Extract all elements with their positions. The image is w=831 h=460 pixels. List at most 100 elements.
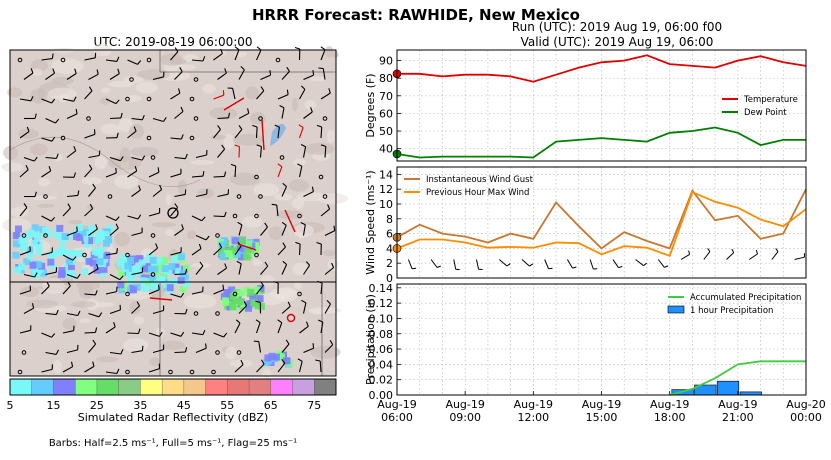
wind-barb-tick <box>141 155 146 161</box>
time-wind-barb <box>726 252 735 260</box>
wind-barb-tick <box>74 68 77 74</box>
radar-cell <box>126 269 134 277</box>
terrain-patch <box>252 259 263 267</box>
terrain-patch <box>133 316 145 325</box>
radar-cell <box>183 280 191 288</box>
calm-marker <box>168 369 173 375</box>
colorbar-swatch <box>161 378 185 396</box>
wind-barb <box>299 89 306 100</box>
calm-marker <box>21 233 27 238</box>
time-wind-barb <box>453 259 457 270</box>
wind-barb <box>324 344 334 353</box>
wind-barb <box>88 187 96 197</box>
terrain-patch <box>100 97 111 105</box>
terrain-patch <box>31 68 43 77</box>
wind-barb-tick <box>247 108 250 114</box>
wind-barb-tick <box>96 69 99 75</box>
terrain-patch <box>304 99 316 110</box>
wind-barb-tick <box>237 221 243 226</box>
wind-barb <box>217 267 227 275</box>
wind-barb <box>170 92 181 100</box>
wind-barb-tick <box>51 136 56 142</box>
radar-cell <box>142 284 150 292</box>
wind-barb-tick <box>312 343 315 349</box>
wind-barb-tick <box>201 216 206 222</box>
wind-barb-tick <box>271 203 277 206</box>
calm-marker <box>125 96 130 102</box>
wind-barb-tick <box>202 171 205 177</box>
radar-cell <box>142 265 150 273</box>
colorbar-tick-label: 5 <box>7 399 14 412</box>
radar-cell <box>149 275 157 283</box>
radar-cell <box>277 353 285 361</box>
x-tick-date: Aug-19 <box>377 398 416 411</box>
wind-barb <box>152 189 162 197</box>
terrain-patch <box>51 58 84 75</box>
radar-cell <box>15 225 22 233</box>
colorbar-tick-label: 75 <box>307 399 321 412</box>
wind-barb <box>152 309 164 315</box>
wind-barb-tick <box>119 275 124 280</box>
terrain-patch <box>225 346 237 360</box>
wind-barb-tick <box>227 112 231 118</box>
wind-barb <box>62 207 71 217</box>
radar-cell <box>14 266 22 274</box>
radar-cell <box>93 237 100 245</box>
radar-cell <box>165 267 173 274</box>
wind-barb <box>256 285 264 295</box>
radar-cell <box>18 237 26 245</box>
terrain-patch <box>7 87 23 98</box>
wind-barb <box>105 291 117 295</box>
wind-barb-tick <box>88 164 93 170</box>
time-wind-barb-tick <box>618 265 623 269</box>
wind-barb-tick <box>34 272 38 278</box>
wind-barb-tick <box>137 60 142 65</box>
wind-barb <box>41 251 53 256</box>
terrain-patch <box>229 359 253 368</box>
radar-cell <box>103 239 110 247</box>
calm-marker <box>60 57 66 63</box>
wind-barb <box>319 360 322 373</box>
y-tick-label: 0 <box>386 272 393 285</box>
wind-barb-tick <box>55 309 59 315</box>
valid-label: Valid (UTC): 2019 Aug 19, 06:00 <box>521 35 714 49</box>
wind-barb <box>131 189 141 197</box>
wind-barb-tick <box>77 310 81 316</box>
wind-barb <box>41 170 52 178</box>
wind-barb <box>41 98 52 104</box>
wind-barb <box>105 371 117 375</box>
wind-barb <box>109 73 120 80</box>
radar-cell <box>243 253 251 261</box>
radar-cell <box>161 265 169 273</box>
y-tick-label: 90 <box>379 55 393 68</box>
wind-barb-tick <box>180 331 185 337</box>
wind-barb-tick <box>261 359 265 365</box>
wind-barb <box>170 332 182 337</box>
wind-barb-tick <box>137 214 142 220</box>
map-frame <box>9 49 337 377</box>
terrain-patch <box>241 216 263 228</box>
radar-cell <box>229 303 237 310</box>
wind-barb <box>302 302 307 314</box>
wind-barb <box>195 347 207 354</box>
wind-barb <box>45 312 57 316</box>
radar-cell <box>12 251 20 259</box>
radar-cell <box>127 257 135 264</box>
wind-barb-tick <box>217 125 221 130</box>
wind-barb-tick <box>202 329 206 335</box>
radar-cell <box>149 256 157 264</box>
wind-barb-tick <box>264 261 269 267</box>
wind-barb-tick <box>141 114 145 121</box>
x-tick-date: Aug-19 <box>445 398 484 411</box>
calm-marker <box>193 77 199 82</box>
wind-barb-tick <box>159 331 163 337</box>
wind-barb <box>109 309 121 315</box>
terrain-patch <box>190 160 215 165</box>
wind-barb <box>131 350 143 354</box>
y-axis-label: Degrees (F) <box>364 73 377 137</box>
wind-barb <box>234 129 243 139</box>
wind-barb <box>41 332 52 338</box>
wind-barb <box>213 247 222 256</box>
wind-barb <box>213 129 221 139</box>
wind-barb-tick <box>181 224 184 230</box>
